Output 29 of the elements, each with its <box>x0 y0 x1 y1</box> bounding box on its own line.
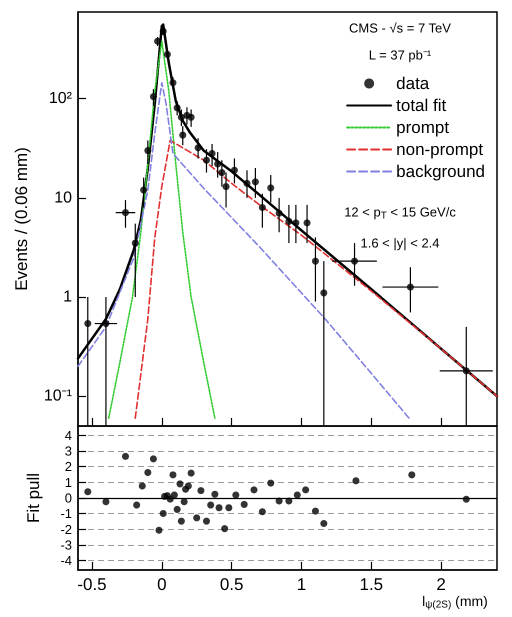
legend-label: total fit <box>396 96 447 115</box>
y-tick-label: -2 <box>60 522 72 537</box>
y-tick-label: 10 <box>54 189 72 206</box>
legend-label: prompt <box>396 118 450 137</box>
y-tick-label: 1 <box>63 288 72 306</box>
legend-label: background <box>396 162 485 181</box>
y-tick-label: 10⁻¹ <box>44 388 72 405</box>
y-axis-title: Events / (0.06 mm) <box>12 147 31 291</box>
annotation: CMS - √s = 7 TeV <box>349 20 452 36</box>
x-tick-label: -0.5 <box>77 575 107 594</box>
x-tick-label: 1 <box>296 575 306 594</box>
x-tick-label: 2 <box>436 575 446 594</box>
y-tick-label: -1 <box>60 506 72 522</box>
x-tick-label: 0 <box>157 575 167 594</box>
y-tick-label: 2 <box>64 459 72 474</box>
y-tick-label: 1 <box>64 474 72 490</box>
y-tick-label: -4 <box>60 553 72 568</box>
annotation: L = 37 pb⁻¹ <box>368 48 432 62</box>
legend-label: non-prompt <box>396 140 484 159</box>
y-tick-label: -3 <box>60 537 72 552</box>
y-tick-label: 0 <box>64 490 72 506</box>
y-tick-label: 10² <box>48 90 73 108</box>
y-axis-title: Fit pull <box>24 472 43 524</box>
x-tick-label: 0.5 <box>220 575 244 594</box>
y-tick-label: 3 <box>64 444 72 459</box>
x-tick-label: 1.5 <box>359 575 384 594</box>
legend-label: data <box>396 74 430 93</box>
annotation: 1.6 < |y| < 2.4 <box>360 236 440 250</box>
y-tick-label: 4 <box>64 428 72 443</box>
